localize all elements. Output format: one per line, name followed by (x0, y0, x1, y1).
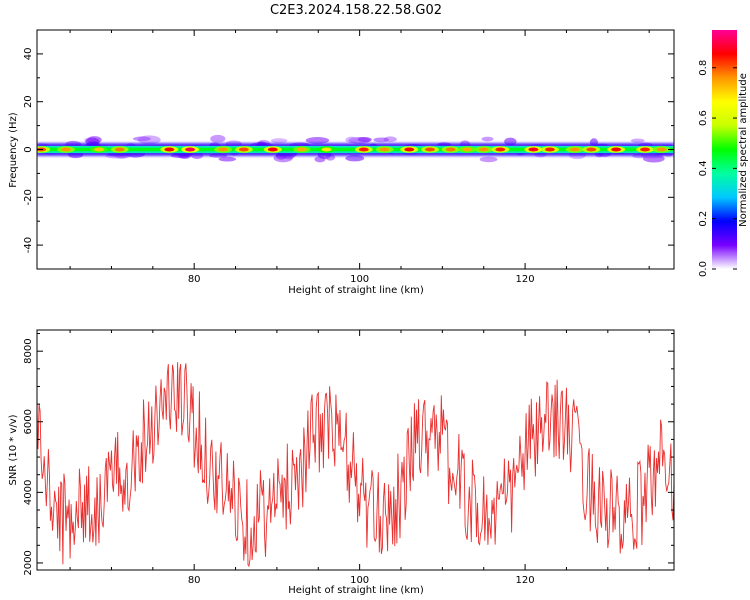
heatmap-peak-23 (611, 147, 622, 152)
snr-xtick-label-1: 100 (350, 575, 369, 586)
spectrogram-ytick-label-4: 40 (23, 48, 34, 61)
heatmap-halo-blob (481, 136, 494, 142)
heatmap-halo-blob (345, 136, 358, 144)
colorbar-tick-label-4: 0.8 (698, 60, 709, 76)
heatmap-peak-3 (114, 147, 125, 152)
colorbar-tick-label-1: 0.2 (698, 211, 709, 227)
heatmap-peak-25 (656, 147, 667, 152)
snr-ylabel: SNR (10 * v/v) (8, 414, 19, 485)
snr-xlabel: Height of straight line (km) (288, 585, 424, 596)
snr-series-line (37, 362, 674, 568)
heatmap-peak-7 (238, 147, 249, 152)
heatmap-halo-blob (132, 136, 151, 141)
heatmap-halo-blob (373, 137, 389, 143)
colorbar-tick-label-0: 0.0 (698, 261, 709, 277)
snr-ytick-label-1: 4000 (23, 480, 34, 505)
snr-ytick-label-0: 2000 (23, 550, 34, 575)
heatmap-peak-21 (569, 147, 580, 152)
heatmap-halo-blob (357, 137, 372, 142)
heatmap-peak-17 (478, 147, 489, 152)
heatmap-peak-14 (424, 147, 435, 152)
heatmap-halo-blob (345, 155, 365, 162)
heatmap-peak-9 (296, 147, 307, 152)
spectrogram-xlabel: Height of straight line (km) (288, 285, 424, 296)
heatmap-peak-20 (544, 147, 555, 152)
snr-xtick-label-0: 80 (188, 575, 201, 586)
colorbar: 0.0 0.2 0.4 0.6 0.8 Normalized spectral ampl… (698, 30, 749, 277)
heatmap-peak-15 (445, 147, 456, 152)
heatmap-peak-13 (404, 147, 415, 152)
heatmap-peak-12 (379, 147, 390, 152)
figure-title: C2E3.2024.158.22.58.G02 (270, 3, 442, 18)
colorbar-tick-label-2: 0.4 (698, 160, 709, 176)
heatmap-peak-1 (60, 147, 71, 152)
heatmap-peak-5 (185, 147, 196, 152)
heatmap-peak-8 (267, 147, 278, 152)
snr-xtick-label-2: 120 (516, 575, 535, 586)
heatmap-halo-blob (210, 134, 226, 143)
snr-frame (36, 329, 675, 571)
spectrogram-ytick-label-3: 20 (23, 95, 34, 108)
heatmap-peak-4 (164, 147, 175, 152)
spectrogram-xtick-label-2: 120 (516, 274, 535, 285)
spectrogram-ticks: 80 100 120 -40 -20 0 20 40 (23, 29, 674, 285)
heatmap-halo-blob (218, 156, 237, 162)
spectrogram-panel: 80 100 120 -40 -20 0 20 40 Height of straight l… (8, 29, 675, 296)
spectrogram-xtick-label-0: 80 (188, 274, 201, 285)
snr-panel: 80 100 120 2000 4000 6000 8000 Height of strai… (8, 329, 675, 596)
snr-ytick-label-3: 8000 (23, 338, 34, 363)
heatmap-peak-16 (462, 147, 473, 152)
snr-ticks: 80 100 120 2000 4000 6000 8000 (23, 330, 674, 586)
spectrogram-ytick-label-1: -20 (23, 189, 34, 205)
spectrogram-ytick-label-2: 0 (23, 146, 34, 152)
colorbar-gradient (712, 30, 737, 269)
heatmap-peak-24 (640, 147, 651, 152)
spectrogram-heatmap (37, 134, 674, 163)
heatmap-peak-22 (586, 147, 597, 152)
colorbar-ticks: 0.0 0.2 0.4 0.6 0.8 (698, 60, 737, 277)
heatmap-peak-18 (495, 147, 506, 152)
heatmap-halo-blob (479, 156, 498, 163)
colorbar-tick-label-3: 0.6 (698, 110, 709, 126)
heatmap-halo-blob (271, 138, 288, 144)
heatmap-halo-blob (305, 136, 330, 144)
colorbar-label: Normalized spectral amplitude (738, 73, 749, 227)
heatmap-peak-2 (94, 147, 105, 152)
snr-ytick-label-2: 6000 (23, 409, 34, 434)
heatmap-peak-6 (218, 147, 229, 152)
spectrogram-ylabel: Frequency (Hz) (8, 112, 19, 188)
spectrogram-ytick-label-0: -40 (23, 237, 34, 253)
heatmap-peak-11 (358, 147, 369, 152)
heatmap-halo-blob (630, 138, 645, 143)
spectrogram-xtick-label-1: 100 (350, 274, 369, 285)
heatmap-peak-19 (528, 147, 539, 152)
heatmap-peak-10 (321, 147, 332, 152)
